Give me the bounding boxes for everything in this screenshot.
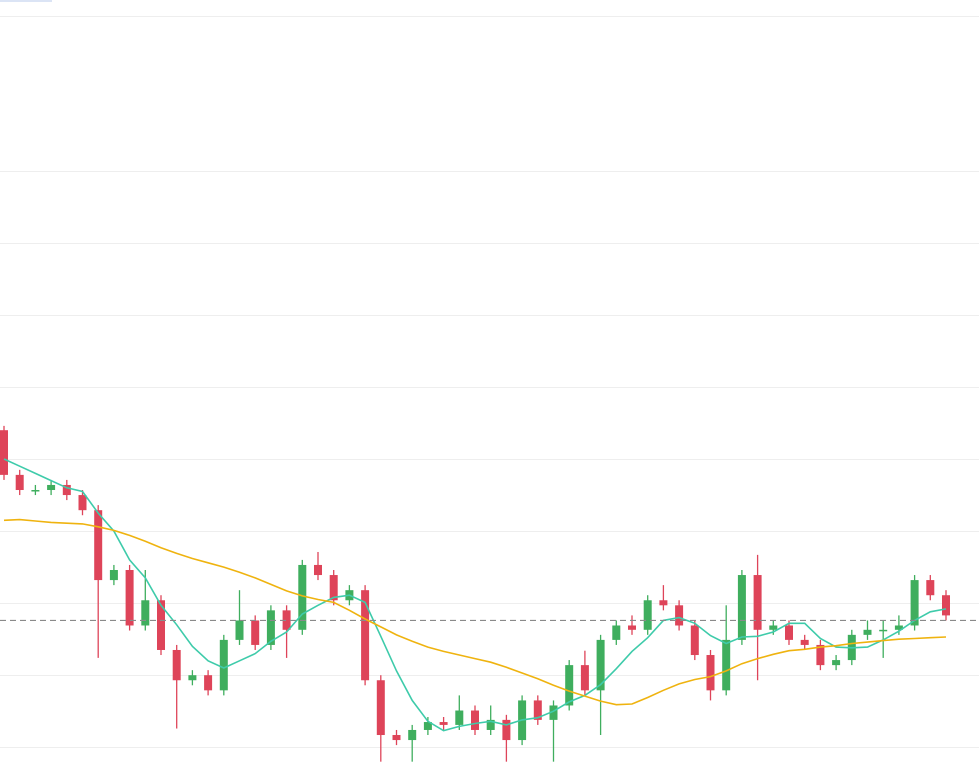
candle-body (675, 605, 684, 626)
moving-average-line (3, 458, 947, 732)
candle-body (361, 590, 370, 681)
candle-body (62, 484, 71, 496)
candle-body (690, 625, 699, 656)
candle-body (471, 710, 479, 730)
candle-body (643, 600, 652, 630)
candle-body (942, 595, 950, 616)
candle-body (188, 675, 197, 681)
candle-body (800, 639, 809, 645)
candle-body (706, 655, 715, 691)
candle-body (157, 600, 165, 650)
candle-body (894, 625, 903, 630)
candle-body (109, 569, 118, 581)
candle-body (816, 644, 825, 666)
candle-body (47, 484, 56, 491)
candle-body (753, 575, 762, 630)
candle-body (455, 710, 464, 725)
candle-body (565, 665, 574, 706)
candle-body (910, 580, 919, 626)
candle-body (785, 625, 793, 640)
candle-body (408, 729, 417, 741)
candle-body (832, 660, 841, 666)
candle-body (863, 629, 872, 635)
candle-body (298, 564, 307, 630)
candle-body (0, 430, 8, 475)
candle-body (251, 620, 260, 645)
candle-body (659, 600, 668, 606)
moving-average-line (3, 518, 947, 706)
candle-body (722, 639, 731, 691)
candle-body (78, 495, 87, 511)
candle-body (15, 474, 24, 491)
candle-body (376, 680, 385, 736)
candle-body (628, 625, 636, 630)
candle-body (612, 625, 621, 640)
candle-body (596, 639, 605, 691)
candle-body (266, 610, 275, 645)
candle-body (423, 722, 432, 730)
candle-body (125, 569, 134, 626)
candle-body (737, 575, 746, 640)
candle-body (282, 610, 291, 630)
candle-body (926, 580, 935, 596)
candle-body (94, 510, 103, 581)
candle-body (533, 700, 542, 720)
candle-body (879, 629, 888, 632)
candle-body (235, 620, 244, 640)
candle-body (549, 705, 558, 720)
candle-body (439, 722, 448, 725)
candle-body (580, 665, 589, 691)
candle-body (769, 625, 778, 630)
top-tab (0, 0, 52, 2)
candle-body (204, 675, 213, 691)
candle-body (31, 490, 40, 492)
candle-body (329, 575, 338, 601)
candle-body (486, 719, 495, 730)
candle-body (172, 649, 181, 681)
candle-body (314, 564, 322, 576)
candle-body (392, 735, 401, 741)
candle-body (219, 639, 228, 691)
candle-body (502, 719, 511, 741)
candle-body (141, 600, 150, 626)
